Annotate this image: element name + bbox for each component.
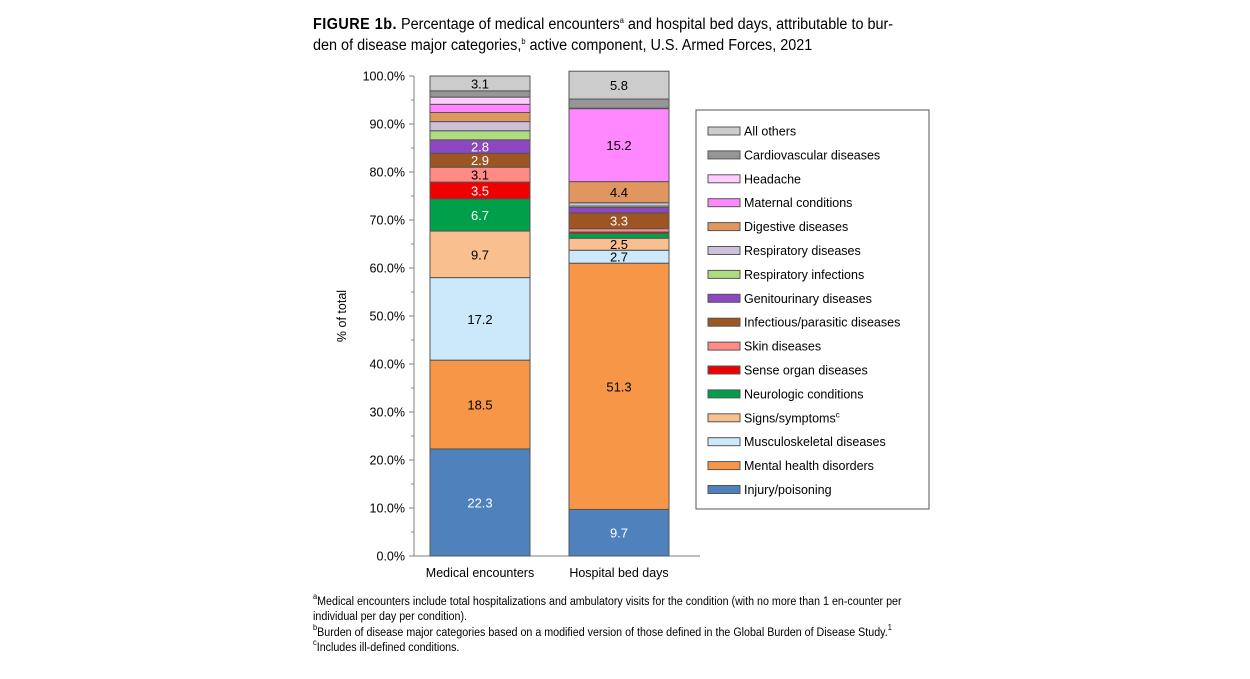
y-tick-label: 50.0%	[370, 310, 405, 324]
data-label: 17.2	[467, 312, 492, 327]
bar-segment	[568, 262, 670, 510]
y-tick-label: 0.0%	[377, 550, 406, 564]
bar-segment	[568, 232, 670, 239]
bar-segment	[568, 228, 670, 233]
legend-swatch	[707, 413, 741, 423]
y-tick-label: 60.0%	[370, 262, 405, 276]
legend-label: Neurologic conditions	[744, 387, 864, 401]
footnote: cIncludes ill-defined conditions.	[313, 637, 460, 654]
legend-label: Injury/poisoning	[744, 483, 832, 497]
data-label: 3.5	[471, 183, 489, 198]
bar-segment	[429, 277, 531, 361]
bar-segment	[568, 108, 670, 183]
title-sup: a	[619, 16, 624, 25]
title-text: active component, U.S. Armed Forces, 202…	[525, 37, 813, 54]
bar-segment	[429, 359, 531, 450]
x-tick-label: Medical encounters	[426, 566, 534, 580]
x-tick-label: Hospital bed days	[569, 566, 668, 580]
legend-label: Signs/symptomsc	[744, 410, 840, 425]
data-label: 2.5	[610, 237, 628, 252]
bar-segment	[429, 198, 531, 232]
legend-label: Mental health disorders	[744, 459, 874, 473]
bar-segment	[568, 202, 670, 207]
data-label: 2.8	[471, 140, 489, 155]
legend-swatch	[707, 461, 741, 471]
legend-label: Headache	[744, 172, 801, 186]
bar-segment	[429, 230, 531, 279]
bar-segment	[568, 207, 670, 214]
bar-segment	[429, 111, 531, 123]
data-label: 2.9	[471, 153, 489, 168]
data-label: 15.2	[606, 138, 631, 153]
data-label: 4.4	[610, 185, 628, 200]
title-text: Percentage of medical encounters	[396, 16, 620, 33]
legend-swatch	[707, 365, 741, 375]
data-label: 5.8	[610, 78, 628, 93]
legend-label: Digestive diseases	[744, 220, 848, 234]
title-sup: b	[521, 37, 526, 46]
data-label: 6.7	[471, 208, 489, 223]
bar-segment	[429, 90, 531, 98]
data-label: 9.7	[610, 526, 628, 541]
legend-label: All others	[744, 125, 796, 139]
legend-swatch	[707, 317, 741, 327]
legend-swatch	[707, 150, 741, 160]
legend-swatch	[707, 341, 741, 351]
legend-swatch	[707, 174, 741, 184]
legend-label: Genitourinary diseases	[744, 292, 872, 306]
data-label: 18.5	[467, 398, 492, 413]
footnote: bBurden of disease major categories base…	[313, 622, 892, 639]
title-text: and hospital bed days, attributable to b…	[313, 16, 894, 54]
figure-title: FIGURE 1b. Percentage of medical encount…	[313, 14, 908, 56]
data-label: 9.7	[471, 247, 489, 262]
y-tick-label: 20.0%	[370, 454, 405, 468]
y-tick-label: 100.0%	[363, 70, 405, 84]
legend-swatch	[707, 485, 741, 494]
data-label: 3.1	[471, 168, 489, 183]
y-tick-label: 90.0%	[370, 118, 405, 132]
legend-label: Respiratory diseases	[744, 244, 861, 258]
legend-swatch	[707, 126, 741, 136]
bar-segment	[568, 70, 670, 100]
y-axis-label: % of total	[335, 290, 349, 342]
legend-label: Respiratory infections	[744, 268, 864, 282]
bar-segment	[429, 130, 531, 141]
bar-segment	[429, 103, 531, 113]
bar-segment	[429, 96, 531, 105]
legend-label: Musculoskeletal diseases	[744, 435, 886, 449]
y-tick-label: 70.0%	[370, 214, 405, 228]
figure-label: FIGURE 1b.	[313, 16, 397, 33]
bar-segment	[429, 75, 531, 92]
y-tick-label: 30.0%	[370, 406, 405, 420]
legend-swatch	[707, 293, 741, 303]
footnotes: aMedical encounters include total hospit…	[313, 592, 927, 656]
data-label: 51.3	[606, 379, 631, 394]
legend-swatch	[707, 437, 741, 447]
legend-swatch	[707, 222, 741, 232]
y-tick-label: 10.0%	[370, 502, 405, 516]
legend-label: Cardiovascular diseases	[744, 148, 880, 162]
legend-label: Maternal conditions	[744, 196, 852, 210]
legend-swatch	[707, 389, 741, 399]
legend-label: Infectious/parasitic diseases	[744, 316, 900, 330]
y-tick-label: 40.0%	[370, 358, 405, 372]
legend-label: Sense organ diseases	[744, 364, 868, 378]
y-tick-label: 80.0%	[370, 166, 405, 180]
legend-swatch	[707, 269, 741, 279]
bar-segment	[429, 121, 531, 132]
legend-label: Skin diseases	[744, 340, 821, 354]
data-label: 3.1	[471, 76, 489, 91]
legend-swatch	[707, 198, 741, 208]
data-label: 22.3	[467, 495, 492, 510]
footnote: aMedical encounters include total hospit…	[313, 592, 902, 624]
legend-swatch	[707, 246, 741, 255]
data-label: 3.3	[610, 214, 628, 229]
bar-segment	[568, 98, 670, 109]
data-label: 2.7	[610, 250, 628, 265]
bar-segment	[429, 448, 531, 557]
